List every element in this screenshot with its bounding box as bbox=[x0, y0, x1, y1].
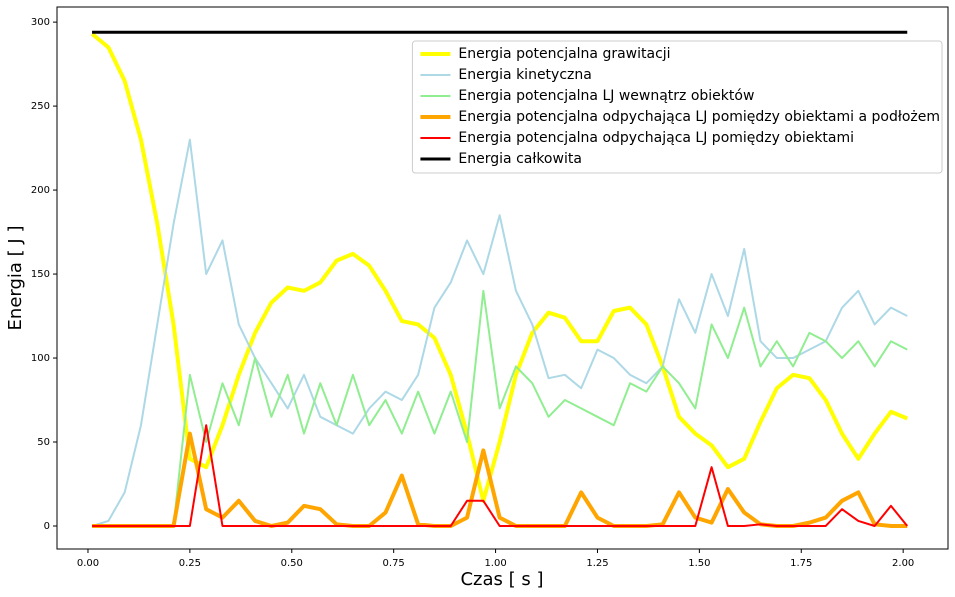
x-tick-label: 2.00 bbox=[892, 558, 914, 569]
series-line bbox=[92, 289, 908, 527]
x-tick-label: 0.00 bbox=[77, 558, 99, 569]
legend: Energia potencjalna grawitacji Energia ki… bbox=[411, 40, 943, 174]
y-tick-label: 0 bbox=[44, 521, 50, 532]
x-tick-label: 1.00 bbox=[484, 558, 506, 569]
y-tick-label: 300 bbox=[31, 17, 50, 28]
y-tick-label: 100 bbox=[31, 353, 50, 364]
plot-frame bbox=[56, 6, 949, 550]
legend-label: Energia potencjalna LJ wewnątrz obiektów bbox=[458, 88, 754, 104]
x-tick-label: 0.25 bbox=[179, 558, 201, 569]
y-tick-label: 50 bbox=[37, 437, 50, 448]
series-line bbox=[90, 32, 909, 503]
x-tick-label: 1.25 bbox=[586, 558, 608, 569]
legend-box bbox=[411, 40, 943, 174]
x-tick-label: 0.50 bbox=[281, 558, 303, 569]
y-axis-label: Energia [ J ] bbox=[5, 226, 26, 331]
legend-label: Energia potencjalna grawitacji bbox=[458, 46, 670, 62]
legend-label: Energia kinetyczna bbox=[458, 67, 591, 83]
legend-label: Energia potencjalna odpychająca LJ pomię… bbox=[458, 109, 940, 125]
x-axis-label: Czas [ s ] bbox=[460, 569, 543, 590]
legend-label: Energia potencjalna odpychająca LJ pomię… bbox=[458, 130, 854, 146]
y-tick-label: 250 bbox=[31, 101, 50, 112]
y-tick-label: 200 bbox=[31, 185, 50, 196]
x-tick-label: 1.75 bbox=[790, 558, 812, 569]
series-line bbox=[92, 424, 909, 527]
series-line bbox=[91, 138, 908, 527]
x-tick-label: 0.75 bbox=[383, 558, 405, 569]
y-tick-label: 150 bbox=[31, 269, 50, 280]
legend-label: Energia całkowita bbox=[458, 151, 581, 167]
x-tick-label: 1.50 bbox=[688, 558, 710, 569]
